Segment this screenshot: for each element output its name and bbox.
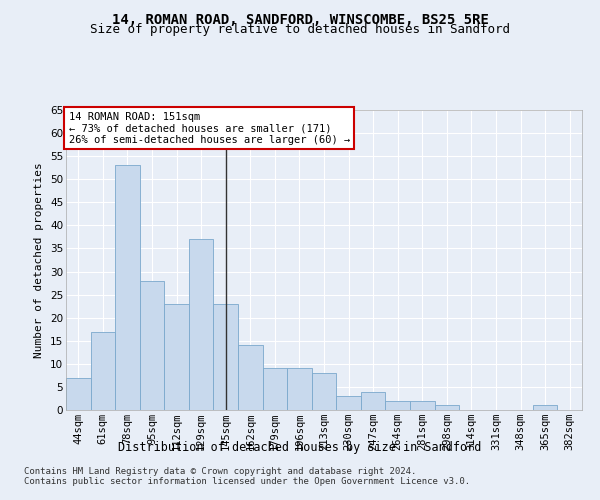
Y-axis label: Number of detached properties: Number of detached properties: [34, 162, 44, 358]
Bar: [115, 166, 140, 410]
Bar: [189, 239, 214, 410]
Bar: [164, 304, 189, 410]
Bar: [434, 406, 459, 410]
Bar: [91, 332, 115, 410]
Bar: [385, 401, 410, 410]
Text: 14, ROMAN ROAD, SANDFORD, WINSCOMBE, BS25 5RE: 14, ROMAN ROAD, SANDFORD, WINSCOMBE, BS2…: [112, 12, 488, 26]
Bar: [140, 281, 164, 410]
Text: Size of property relative to detached houses in Sandford: Size of property relative to detached ho…: [90, 24, 510, 36]
Bar: [214, 304, 238, 410]
Text: Contains public sector information licensed under the Open Government Licence v3: Contains public sector information licen…: [24, 477, 470, 486]
Bar: [410, 401, 434, 410]
Bar: [361, 392, 385, 410]
Text: Distribution of detached houses by size in Sandford: Distribution of detached houses by size …: [118, 441, 482, 454]
Text: Contains HM Land Registry data © Crown copyright and database right 2024.: Contains HM Land Registry data © Crown c…: [24, 467, 416, 476]
Text: 14 ROMAN ROAD: 151sqm
← 73% of detached houses are smaller (171)
26% of semi-det: 14 ROMAN ROAD: 151sqm ← 73% of detached …: [68, 112, 350, 144]
Bar: [66, 378, 91, 410]
Bar: [238, 346, 263, 410]
Bar: [287, 368, 312, 410]
Bar: [336, 396, 361, 410]
Bar: [533, 406, 557, 410]
Bar: [312, 373, 336, 410]
Bar: [263, 368, 287, 410]
